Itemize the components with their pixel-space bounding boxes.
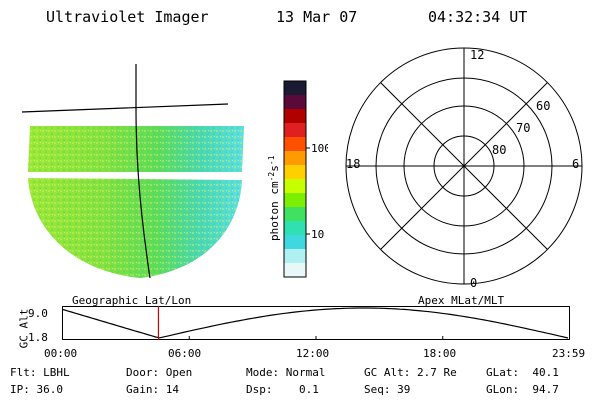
x-tick-3: 18:00 xyxy=(423,347,457,360)
geographic-label: Geographic Lat/Lon xyxy=(72,294,192,307)
seq-readout: Seq: 39 xyxy=(364,383,411,396)
colorbar-swatch xyxy=(284,165,306,180)
colorbar-swatch xyxy=(284,207,306,222)
door-readout: Door: Open xyxy=(126,366,193,379)
x-tick-1: 06:00 xyxy=(168,347,202,360)
mlt-label-18: 18 xyxy=(346,157,360,171)
ip-readout: IP: 36.0 xyxy=(10,383,63,396)
colorbar-swatch xyxy=(284,249,306,264)
x-tick-4: 23:59 xyxy=(552,347,586,360)
colorbar-swatch xyxy=(284,123,306,138)
mlt-label-6: 6 xyxy=(572,157,579,171)
latitude-line xyxy=(21,103,229,113)
orbit-altitude-curve xyxy=(62,307,569,339)
mlt-label-12: 12 xyxy=(470,48,484,62)
colorbar-swatch xyxy=(284,137,306,152)
dsp-readout: Dsp: 0.1 xyxy=(246,383,319,396)
glat-readout: GLat: 40.1 xyxy=(486,366,559,379)
glon-readout: GLon: 94.7 xyxy=(486,383,559,396)
gcalt-readout: GC Alt: 2.7 Re xyxy=(364,366,457,379)
orbit-ymax: 9.0 xyxy=(28,307,48,320)
colorbar-swatch xyxy=(284,95,306,110)
header-date: 13 Mar 07 xyxy=(276,8,358,26)
colorbar-swatch xyxy=(284,179,306,194)
mode-readout: Mode: Normal xyxy=(246,366,326,379)
colorbar-swatch xyxy=(284,193,306,208)
mlat-label-60: 60 xyxy=(536,99,550,113)
app-title: Ultraviolet Imager xyxy=(46,8,209,26)
orbit-plot xyxy=(62,306,570,340)
mlt-label-0: 0 xyxy=(470,276,477,290)
flt-readout: Flt: LBHL xyxy=(10,366,70,379)
colorbar-swatch xyxy=(284,263,306,278)
polar-plot: 12 0 18 6 60 70 80 xyxy=(345,47,583,290)
colorbar-tick-100: 100 xyxy=(311,142,328,155)
geographic-image xyxy=(21,64,244,279)
colorbar: 100 10 photon cm-2s-1 xyxy=(267,80,328,278)
orbit-ymin: 1.8 xyxy=(28,331,48,344)
x-tick-0: 00:00 xyxy=(44,347,78,360)
mlat-label-70: 70 xyxy=(516,121,530,135)
colorbar-swatch xyxy=(284,221,306,236)
colorbar-swatch xyxy=(284,235,306,250)
header-time: 04:32:34 UT xyxy=(428,8,528,26)
x-tick-2: 12:00 xyxy=(296,347,330,360)
apex-label: Apex MLat/MLT xyxy=(418,294,505,307)
gain-readout: Gain: 14 xyxy=(126,383,179,396)
colorbar-unit-label: photon cm-2s-1 xyxy=(267,155,281,241)
colorbar-swatch xyxy=(284,81,306,96)
meridian-line xyxy=(135,64,151,279)
colorbar-swatch xyxy=(284,151,306,166)
colorbar-swatch xyxy=(284,109,306,124)
colorbar-tick-10: 10 xyxy=(311,228,324,241)
mlat-label-80: 80 xyxy=(492,143,506,157)
